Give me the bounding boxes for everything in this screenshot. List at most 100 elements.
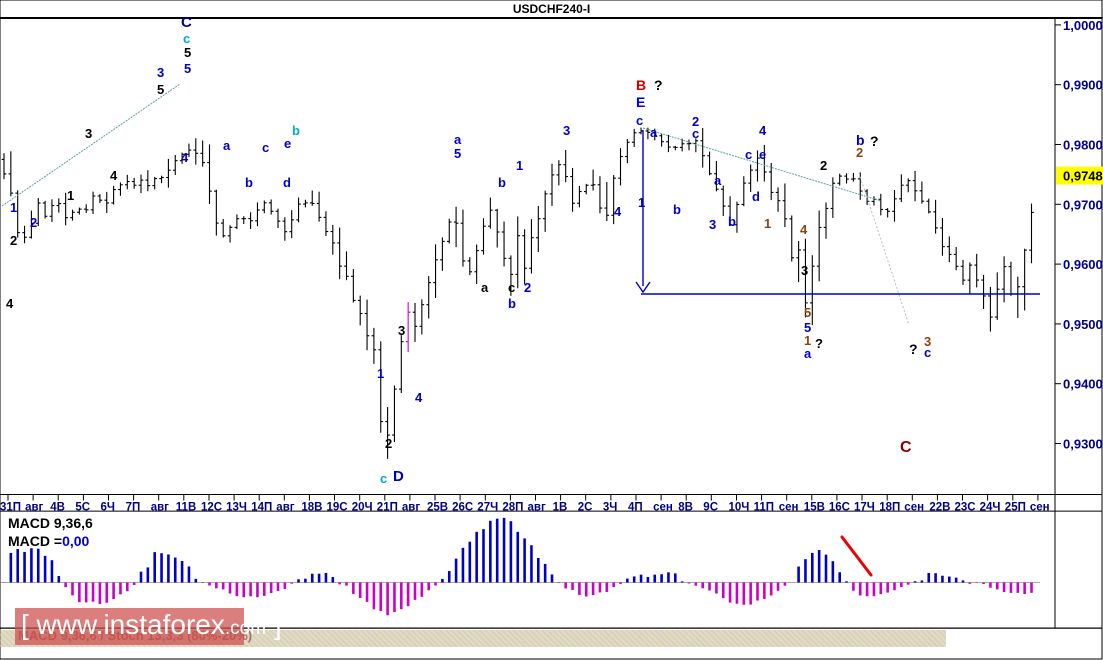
- svg-text:c: c: [380, 471, 387, 486]
- svg-text:?: ?: [815, 336, 823, 351]
- svg-text:28П: 28П: [502, 502, 523, 514]
- svg-text:d: d: [752, 189, 760, 204]
- svg-text:d: d: [283, 175, 291, 190]
- svg-text:15В: 15В: [804, 502, 825, 514]
- svg-text:авг: авг: [151, 502, 169, 514]
- svg-text:31П: 31П: [0, 502, 21, 514]
- svg-text:4П: 4П: [628, 502, 643, 514]
- svg-text:5: 5: [454, 146, 461, 161]
- svg-text:3: 3: [801, 263, 808, 278]
- svg-text:a: a: [650, 125, 658, 140]
- svg-text:3: 3: [709, 217, 716, 232]
- svg-text:0,9300: 0,9300: [1063, 437, 1103, 452]
- svg-text:MACD =0,00: MACD =0,00: [8, 533, 90, 549]
- svg-text:2: 2: [856, 145, 863, 160]
- svg-text:b: b: [508, 296, 516, 311]
- svg-text:2С: 2С: [578, 502, 593, 514]
- svg-text:C: C: [181, 14, 192, 31]
- svg-text:8В: 8В: [678, 502, 693, 514]
- svg-text:3: 3: [563, 123, 570, 138]
- svg-text:1В: 1В: [553, 502, 568, 514]
- svg-text:b: b: [728, 214, 736, 229]
- svg-text:16С: 16С: [829, 502, 850, 514]
- svg-text:сен: сен: [1030, 502, 1050, 514]
- svg-text:c: c: [636, 113, 643, 128]
- svg-text:26С: 26С: [452, 502, 473, 514]
- svg-text:11В: 11В: [176, 502, 196, 514]
- svg-text:5С: 5С: [75, 502, 90, 514]
- svg-text:1: 1: [67, 188, 74, 203]
- svg-text:c: c: [183, 31, 190, 46]
- svg-text:?: ?: [654, 77, 663, 93]
- svg-text:b: b: [245, 175, 253, 190]
- svg-text:0,9800: 0,9800: [1063, 138, 1103, 153]
- svg-text:9С: 9С: [703, 502, 718, 514]
- svg-text:сен: сен: [904, 502, 924, 514]
- svg-text:13Ч: 13Ч: [226, 502, 247, 514]
- svg-text:c: c: [508, 280, 515, 295]
- svg-text:6Ч: 6Ч: [101, 502, 115, 514]
- svg-text:22В: 22В: [929, 502, 950, 514]
- svg-text:1: 1: [764, 216, 771, 231]
- svg-text:14П: 14П: [251, 502, 272, 514]
- svg-text:0,9700: 0,9700: [1063, 197, 1103, 212]
- svg-text:11П: 11П: [754, 502, 774, 514]
- svg-text:4: 4: [6, 296, 14, 311]
- svg-text:1: 1: [377, 366, 384, 381]
- svg-text:18В: 18В: [301, 502, 322, 514]
- svg-text:2: 2: [385, 436, 392, 451]
- svg-text:3Ч: 3Ч: [603, 502, 617, 514]
- svg-text:a: a: [481, 280, 489, 295]
- svg-text:25В: 25В: [427, 502, 448, 514]
- svg-text:?: ?: [909, 341, 918, 357]
- svg-text:4: 4: [110, 168, 118, 183]
- svg-text:e: e: [284, 136, 291, 151]
- svg-text:25П: 25П: [1005, 502, 1026, 514]
- svg-text:D: D: [393, 468, 404, 485]
- svg-text:3: 3: [157, 65, 164, 80]
- svg-text:4В: 4В: [50, 502, 65, 514]
- svg-text:3: 3: [398, 323, 405, 338]
- svg-text:17Ч: 17Ч: [854, 502, 875, 514]
- svg-text:MACD 9,36,6: MACD 9,36,6: [8, 515, 93, 531]
- svg-text:2: 2: [10, 233, 17, 248]
- svg-text:21П: 21П: [377, 502, 398, 514]
- svg-text:23С: 23С: [955, 502, 976, 514]
- svg-text:1: 1: [10, 200, 17, 215]
- svg-text:5: 5: [804, 305, 811, 320]
- svg-text:2: 2: [30, 215, 37, 230]
- svg-text:5: 5: [157, 82, 164, 97]
- svg-text:4: 4: [759, 123, 767, 138]
- svg-text:авг: авг: [528, 502, 546, 514]
- svg-text:c: c: [692, 126, 699, 141]
- svg-text:0,9400: 0,9400: [1063, 377, 1103, 392]
- svg-text:авг: авг: [276, 502, 294, 514]
- svg-text:c: c: [745, 147, 752, 162]
- svg-text:4: 4: [181, 150, 189, 165]
- svg-text:сен: сен: [653, 502, 673, 514]
- svg-text:7П: 7П: [126, 502, 141, 514]
- svg-text:B: B: [636, 77, 646, 93]
- svg-text:18П: 18П: [879, 502, 900, 514]
- svg-text:C: C: [900, 439, 912, 456]
- svg-text:0,9900: 0,9900: [1063, 78, 1103, 93]
- svg-text:E: E: [636, 94, 645, 110]
- svg-text:1: 1: [638, 195, 645, 210]
- svg-text:10Ч: 10Ч: [729, 502, 750, 514]
- svg-text:сен: сен: [779, 502, 799, 514]
- svg-text:c: c: [924, 345, 931, 360]
- svg-text:27Ч: 27Ч: [477, 502, 498, 514]
- svg-text:3: 3: [85, 126, 92, 141]
- svg-text:2: 2: [524, 280, 531, 295]
- svg-text:c: c: [262, 140, 269, 155]
- svg-text:авг: авг: [402, 502, 420, 514]
- svg-text:a: a: [804, 346, 812, 361]
- svg-text:0,9748: 0,9748: [1063, 169, 1103, 184]
- svg-text:24Ч: 24Ч: [980, 502, 1001, 514]
- svg-text:b: b: [498, 175, 506, 190]
- svg-text:a: a: [454, 132, 462, 147]
- svg-text:4: 4: [614, 204, 622, 219]
- svg-text:5: 5: [184, 61, 191, 76]
- svg-text:?: ?: [870, 133, 879, 149]
- svg-text:a: a: [223, 138, 231, 153]
